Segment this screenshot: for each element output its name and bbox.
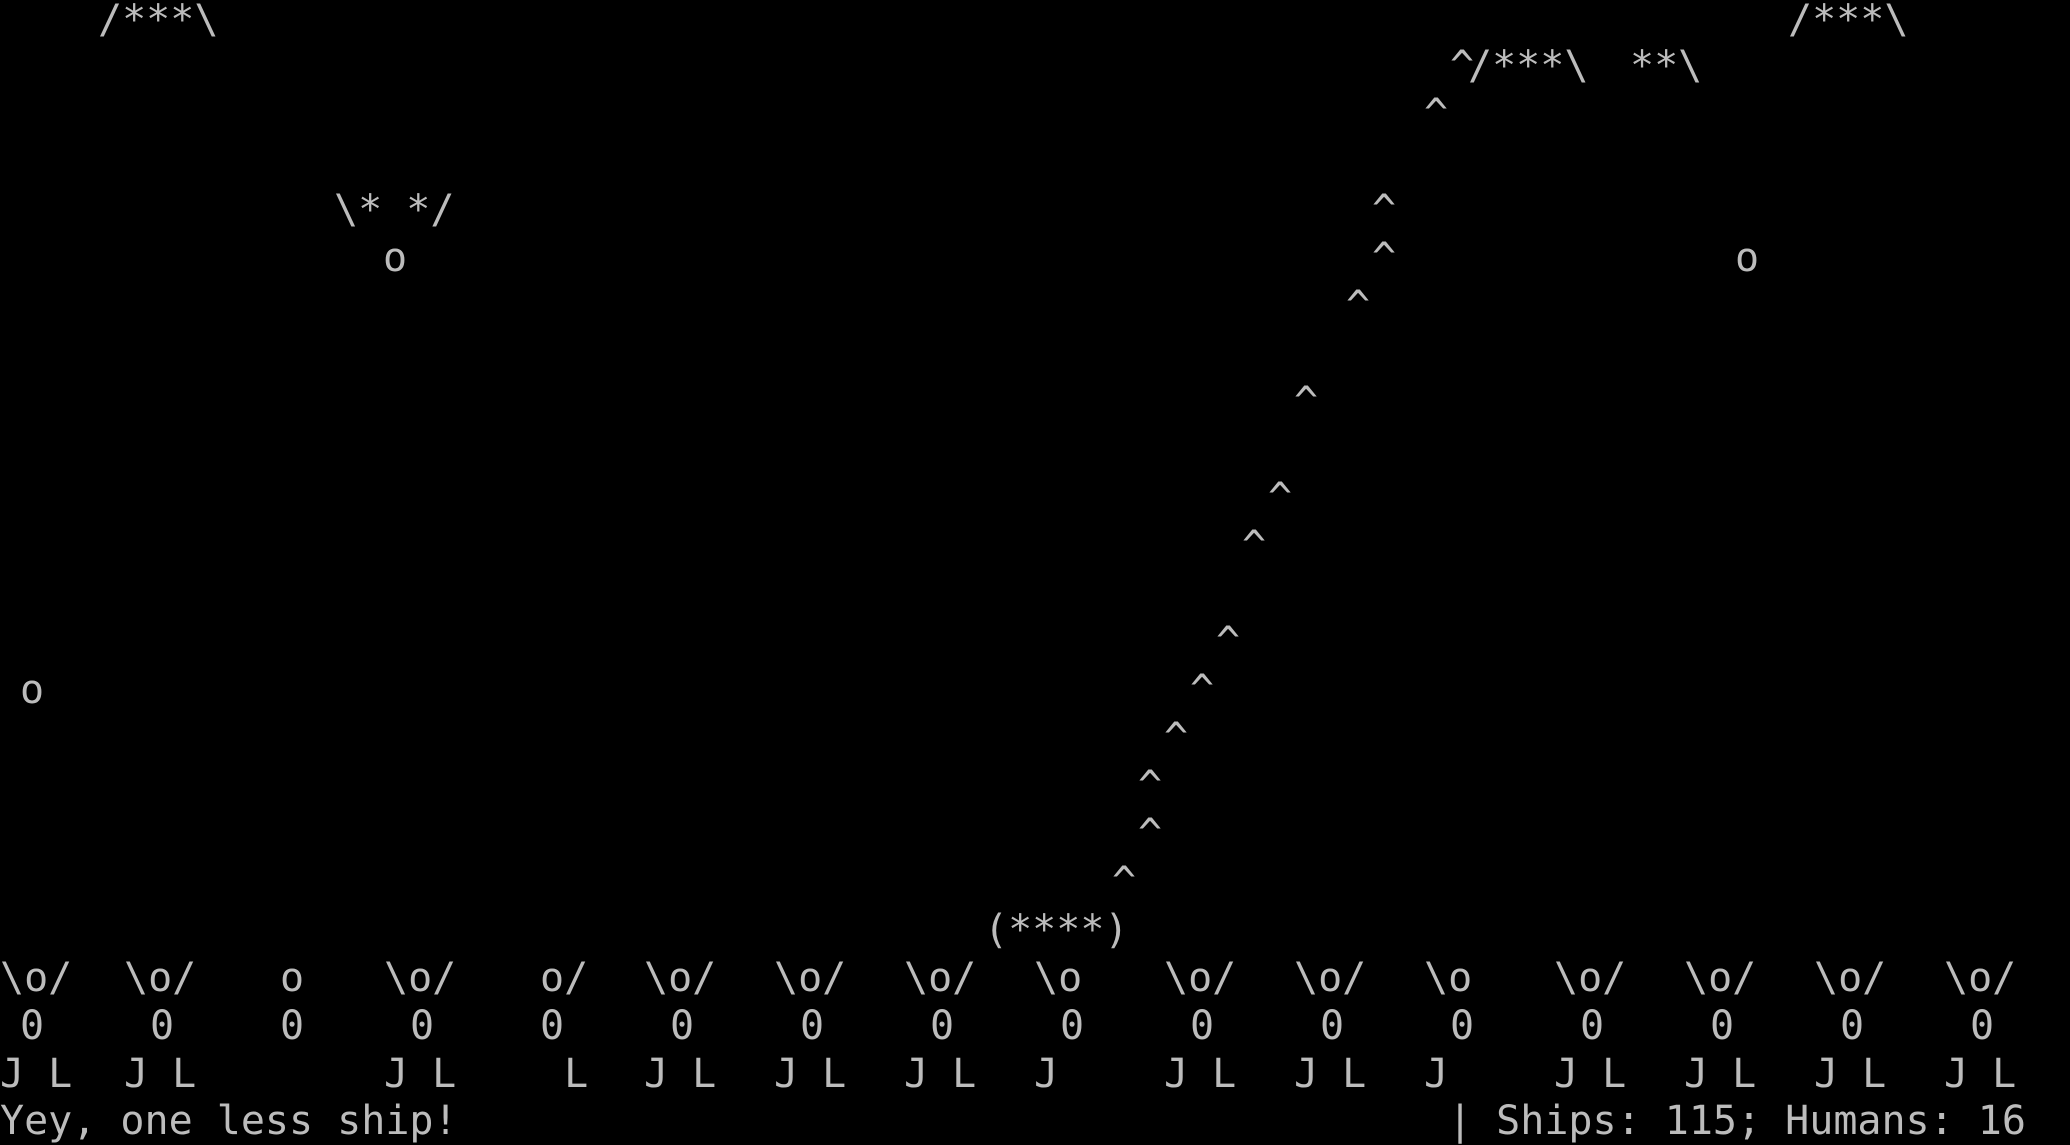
human-head: o/ (540, 955, 589, 1001)
human-legs: J L (1294, 1051, 1367, 1097)
exploding-ship: \* */ (334, 187, 455, 233)
human-body: 0 (1450, 1003, 1475, 1049)
human-body: 0 (1060, 1003, 1085, 1049)
human-head: \o/ (1684, 955, 1757, 1001)
human-body: 0 (1710, 1003, 1735, 1049)
shot: ^ (1268, 475, 1293, 521)
human-body: 0 (150, 1003, 175, 1049)
human-head: o (280, 955, 305, 1001)
human-body: 0 (410, 1003, 435, 1049)
human-body: 0 (20, 1003, 45, 1049)
player-ship: (****) (984, 907, 1129, 953)
bomb: o (1735, 235, 1760, 281)
shot: ^ (1450, 43, 1475, 89)
human-legs: J L (644, 1051, 717, 1097)
enemy-ship: /***\ (98, 0, 219, 43)
human-body: 0 (800, 1003, 825, 1049)
shot: ^ (1372, 187, 1397, 233)
shot: ^ (1242, 523, 1267, 569)
human-body: 0 (930, 1003, 955, 1049)
shot: ^ (1372, 235, 1397, 281)
shot: ^ (1164, 715, 1189, 761)
human-head: \o/ (1294, 955, 1367, 1001)
shot: ^ (1294, 379, 1319, 425)
human-legs: J L (1554, 1051, 1627, 1097)
shot: ^ (1190, 667, 1215, 713)
human-body: 0 (1190, 1003, 1215, 1049)
human-head: \o/ (1164, 955, 1237, 1001)
bomb: o (20, 667, 45, 713)
human-head: \o (1034, 955, 1083, 1001)
status-counts: | Ships: 115; Humans: 16 (1448, 1098, 2026, 1144)
human-head: \o/ (904, 955, 977, 1001)
human-head: \o/ (1944, 955, 2017, 1001)
enemy-ship: /***\ (1468, 43, 1589, 89)
human-legs: J L (904, 1051, 977, 1097)
human-legs: J L (1164, 1051, 1237, 1097)
human-legs: J (1424, 1051, 1449, 1097)
human-legs: J L (774, 1051, 847, 1097)
human-legs: J L (1814, 1051, 1887, 1097)
human-body: 0 (540, 1003, 565, 1049)
human-body: 0 (1320, 1003, 1345, 1049)
shot: ^ (1346, 283, 1371, 329)
human-legs: J L (384, 1051, 457, 1097)
human-legs: J (1034, 1051, 1059, 1097)
enemy-ship: /***\ (1788, 0, 1909, 43)
human-head: \o/ (644, 955, 717, 1001)
shot: ^ (1112, 859, 1137, 905)
human-head: \o/ (0, 955, 73, 1001)
human-legs: J L (1684, 1051, 1757, 1097)
human-head: \o/ (1554, 955, 1627, 1001)
human-body: 0 (280, 1003, 305, 1049)
human-head: \o (1424, 955, 1473, 1001)
human-legs: J L (0, 1051, 73, 1097)
human-body: 0 (1970, 1003, 1995, 1049)
human-legs: J L (1944, 1051, 2017, 1097)
human-body: 0 (1840, 1003, 1865, 1049)
human-legs: L (540, 1051, 589, 1097)
human-legs: J L (124, 1051, 197, 1097)
human-head: \o/ (774, 955, 847, 1001)
status-message: Yey, one less ship! (0, 1098, 458, 1144)
shot: ^ (1138, 763, 1163, 809)
human-body: 0 (1580, 1003, 1605, 1049)
human-head: \o/ (124, 955, 197, 1001)
human-head: \o/ (384, 955, 457, 1001)
shot: ^ (1138, 811, 1163, 857)
shot: ^ (1216, 619, 1241, 665)
enemy-ship: **\ (1630, 43, 1703, 89)
bomb: o (383, 235, 408, 281)
human-head: \o/ (1814, 955, 1887, 1001)
shot: ^ (1424, 91, 1449, 137)
human-body: 0 (670, 1003, 695, 1049)
